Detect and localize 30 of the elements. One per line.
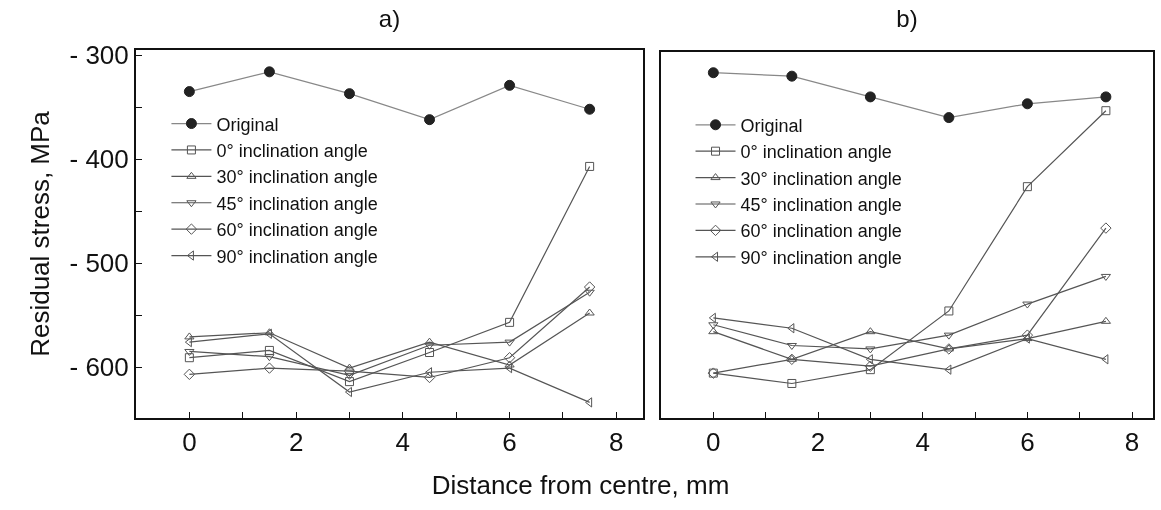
legend-label: 45° inclination angle — [216, 193, 378, 214]
legend-label: 60° inclination angle — [740, 221, 902, 242]
legend-label: Original — [740, 115, 803, 136]
chart-title: a) — [378, 4, 401, 32]
x-tick-label: 4 — [915, 427, 930, 458]
x-tick-label: 6 — [502, 427, 517, 458]
x-tick-label: 2 — [288, 427, 304, 458]
y-tick-label: - 400 — [69, 144, 129, 175]
legend-label: Original — [216, 114, 279, 135]
legend-label: 60° inclination angle — [216, 220, 378, 241]
x-tick-label: 8 — [609, 427, 624, 458]
legend-label: 30° inclination angle — [740, 168, 902, 189]
legend-label: 0° inclination angle — [216, 140, 368, 161]
y-tick-label: - 300 — [69, 40, 129, 71]
legend-label: 45° inclination angle — [740, 195, 902, 215]
legend-label: 30° inclination angle — [216, 167, 378, 188]
legend-label: 0° inclination angle — [740, 142, 892, 163]
x-tick-label: 0 — [706, 427, 721, 458]
x-axis-title: Distance from centre, mm — [430, 470, 731, 501]
y-axis-title: Residual stress, MPa — [25, 110, 56, 357]
y-tick-label: - 600 — [69, 352, 129, 383]
x-tick-label: 0 — [182, 427, 197, 458]
legend-label: 90° inclination angle — [216, 246, 378, 267]
y-tick-label: - 500 — [69, 248, 129, 279]
x-tick-label: 2 — [810, 427, 826, 458]
x-tick-label: 8 — [1124, 427, 1140, 458]
x-tick-label: 4 — [395, 427, 411, 458]
legend-label: 90° inclination angle — [740, 247, 902, 268]
x-tick-label: 6 — [1020, 427, 1035, 458]
chart-title: b) — [896, 4, 918, 32]
